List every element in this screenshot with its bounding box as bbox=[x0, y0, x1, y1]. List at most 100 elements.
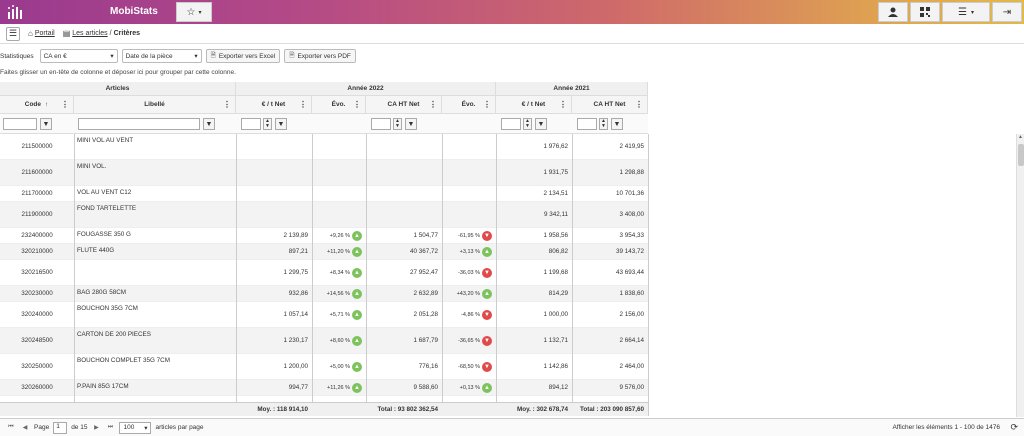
evolution-value: +8,34 % bbox=[329, 269, 350, 276]
avg-eur-t-2021: Moy. : 302 678,74 bbox=[517, 406, 568, 413]
group-header-articles: Articles bbox=[0, 82, 236, 96]
cell-code: 320216500 bbox=[21, 269, 53, 276]
column-menu-icon[interactable]: ⋮ bbox=[483, 100, 491, 109]
stat-select[interactable]: CA en € ▾ bbox=[39, 49, 118, 63]
breadcrumb-portal-link[interactable]: Portail bbox=[34, 30, 55, 37]
main-menu-button[interactable]: ☰ ▾ bbox=[942, 2, 990, 22]
table-row[interactable]: 320210000 FLUTE 440G 897,21 40 367,72 806,82… bbox=[0, 244, 648, 260]
thumbs-down-icon: ▼ bbox=[482, 361, 492, 372]
column-menu-icon[interactable]: ⋮ bbox=[223, 100, 231, 109]
export-pdf-button[interactable]: 🗎 Exporter vers PDF bbox=[284, 49, 356, 63]
cell-ca-2021: 43 693,44 bbox=[615, 269, 644, 276]
totals-row: Moy. : 118 914,10 Total : 93 802 362,54 … bbox=[0, 402, 648, 416]
date-select-value: Date de la pièce bbox=[125, 52, 173, 60]
filter-icon[interactable]: ▼ bbox=[405, 118, 417, 130]
table-row[interactable]: 320250000 BOUCHON COMPLET 35G 7CM 1 200,00… bbox=[0, 354, 648, 380]
table-row[interactable]: 320260000 P.PAIN 85G 17CM 994,77 9 588,60 89… bbox=[0, 380, 648, 396]
user-button[interactable] bbox=[878, 2, 908, 22]
page-size-select[interactable]: 100 ▾ bbox=[119, 421, 152, 434]
table-row[interactable]: 320230000 BAG 280G 58CM 932,86 2 632,89 814,… bbox=[0, 286, 648, 302]
eur-t-2022-filter-input[interactable] bbox=[241, 118, 261, 130]
cell-eur-t-2021: 1 976,62 bbox=[543, 143, 568, 150]
column-menu-icon[interactable]: ⋮ bbox=[559, 100, 567, 109]
evolution-cell: -68,50 % ▼ bbox=[442, 354, 492, 379]
scrollbar-thumb[interactable] bbox=[1018, 144, 1024, 166]
column-header-libelle[interactable]: Libellé ⋮ bbox=[74, 96, 236, 114]
spinner-icon[interactable]: ▲ ▼ bbox=[393, 118, 402, 130]
column-header-evo-2-label: Évo. bbox=[461, 101, 476, 108]
app-name: MobiStats bbox=[110, 6, 158, 17]
scroll-up-icon[interactable]: ▲ bbox=[1018, 134, 1023, 140]
thumbs-up-icon: ▲ bbox=[482, 288, 492, 299]
refresh-icon[interactable]: ⟳ bbox=[1010, 422, 1018, 432]
cell-ca-2022 bbox=[366, 160, 438, 185]
table-row[interactable]: 320216500 1 299,75 27 952,47 1 199,68 43 693… bbox=[0, 260, 648, 286]
next-page-button[interactable]: ▶ bbox=[94, 425, 99, 431]
thumbs-down-icon: ▼ bbox=[482, 309, 492, 320]
breadcrumb: ☰ ⌂ Portail ▤ Les articles / Critères bbox=[0, 24, 1024, 44]
evolution-cell: +5,00 % ▲ bbox=[312, 354, 362, 379]
ca-2021-filter-input[interactable] bbox=[577, 118, 597, 130]
filter-icon[interactable]: ▼ bbox=[40, 118, 52, 130]
qr-code-button[interactable] bbox=[910, 2, 940, 22]
vertical-scrollbar[interactable]: ▲ bbox=[1016, 134, 1024, 417]
column-menu-icon[interactable]: ⋮ bbox=[429, 100, 437, 109]
filter-icon[interactable]: ▼ bbox=[203, 118, 215, 130]
cell-eur-t-2021: 894,12 bbox=[548, 384, 568, 391]
cell-eur-t-2022: 1 200,00 bbox=[283, 363, 308, 370]
column-header-eur-t-2022[interactable]: € / t Net ⋮ bbox=[236, 96, 312, 114]
column-header-evo-2[interactable]: Évo. ⋮ bbox=[442, 96, 496, 114]
spinner-icon[interactable]: ▲ ▼ bbox=[523, 118, 532, 130]
breadcrumb-articles-link[interactable]: Les articles bbox=[72, 30, 108, 37]
column-menu-icon[interactable]: ⋮ bbox=[61, 100, 69, 109]
evolution-cell: +11,26 % ▲ bbox=[312, 380, 362, 395]
table-row[interactable]: 232400000 FOUGASSE 350 G 2 139,89 1 504,77 1… bbox=[0, 228, 648, 244]
column-menu-icon[interactable]: ⋮ bbox=[299, 100, 307, 109]
cell-libelle: FLUTE 440G bbox=[77, 247, 115, 254]
cell-eur-t-2021: 1 000,00 bbox=[543, 311, 568, 318]
cell-eur-t-2022 bbox=[236, 134, 308, 159]
column-header-ca-2022[interactable]: CA HT Net ⋮ bbox=[366, 96, 442, 114]
filter-icon[interactable]: ▼ bbox=[535, 118, 547, 130]
ca-2022-filter-input[interactable] bbox=[371, 118, 391, 130]
table-row[interactable]: 211600000 MINI VOL. 1 931,75 1 298,88 bbox=[0, 160, 648, 186]
thumbs-up-icon: ▲ bbox=[352, 288, 362, 299]
favorites-button[interactable]: ☆ ▾ bbox=[176, 2, 212, 22]
last-page-button[interactable]: ⏭ bbox=[107, 424, 114, 430]
chevron-down-icon: ▾ bbox=[970, 9, 974, 16]
column-header-evo-1[interactable]: Évo. ⋮ bbox=[312, 96, 366, 114]
column-header-code[interactable]: Code ↑ ⋮ bbox=[0, 96, 74, 114]
libelle-filter-input[interactable] bbox=[78, 118, 200, 130]
eur-t-2021-filter-input[interactable] bbox=[501, 118, 521, 130]
column-header-ca-2021[interactable]: CA HT Net ⋮ bbox=[572, 96, 648, 114]
table-row[interactable]: 211500000 MINI VOL AU VENT 1 976,62 2 419,9… bbox=[0, 134, 648, 160]
column-divider bbox=[572, 134, 573, 416]
spinner-icon[interactable]: ▲ ▼ bbox=[263, 118, 272, 130]
page-number-input[interactable]: 1 bbox=[53, 421, 68, 434]
cell-libelle: BOUCHON 35G 7CM bbox=[77, 305, 138, 312]
column-divider bbox=[442, 134, 443, 416]
cell-eur-t-2021: 806,82 bbox=[548, 248, 568, 255]
sidebar-toggle-button[interactable]: ☰ bbox=[6, 26, 20, 41]
table-row[interactable]: 320248500 CARTON DE 200 PIECES 1 230,17 1 6… bbox=[0, 328, 648, 354]
code-filter-input[interactable] bbox=[3, 118, 37, 130]
filter-icon[interactable]: ▼ bbox=[611, 118, 623, 130]
prev-page-button[interactable]: ◀ bbox=[22, 425, 28, 431]
table-row[interactable]: 211900000 FOND TARTELETTE 9 342,11 3 408,00 bbox=[0, 202, 648, 228]
cell-libelle: MINI VOL. bbox=[77, 163, 107, 170]
column-header-eur-t-2021[interactable]: € / t Net ⋮ bbox=[496, 96, 572, 114]
date-select[interactable]: Date de la pièce ▾ bbox=[121, 49, 202, 63]
column-menu-icon[interactable]: ⋮ bbox=[635, 100, 643, 109]
breadcrumb-separator: / bbox=[109, 30, 112, 37]
evolution-cell: +8,34 % ▲ bbox=[312, 260, 362, 285]
logout-button[interactable]: ⇥ bbox=[992, 2, 1022, 22]
spinner-icon[interactable]: ▲ ▼ bbox=[599, 118, 608, 130]
first-page-button[interactable]: ⏮ bbox=[8, 424, 14, 430]
table-row[interactable]: 211700000 VOL AU VENT C12 2 134,51 10 701,3… bbox=[0, 186, 648, 202]
cell-ca-2021: 3 954,33 bbox=[619, 232, 644, 239]
column-menu-icon[interactable]: ⋮ bbox=[353, 100, 361, 109]
filter-icon[interactable]: ▼ bbox=[275, 118, 287, 130]
export-excel-button[interactable]: 🗎 Exporter vers Excel bbox=[205, 49, 281, 63]
cell-libelle: CARTON DE 200 PIECES bbox=[77, 331, 151, 338]
table-row[interactable]: 320240000 BOUCHON 35G 7CM 1 057,14 2 051,28… bbox=[0, 302, 648, 328]
